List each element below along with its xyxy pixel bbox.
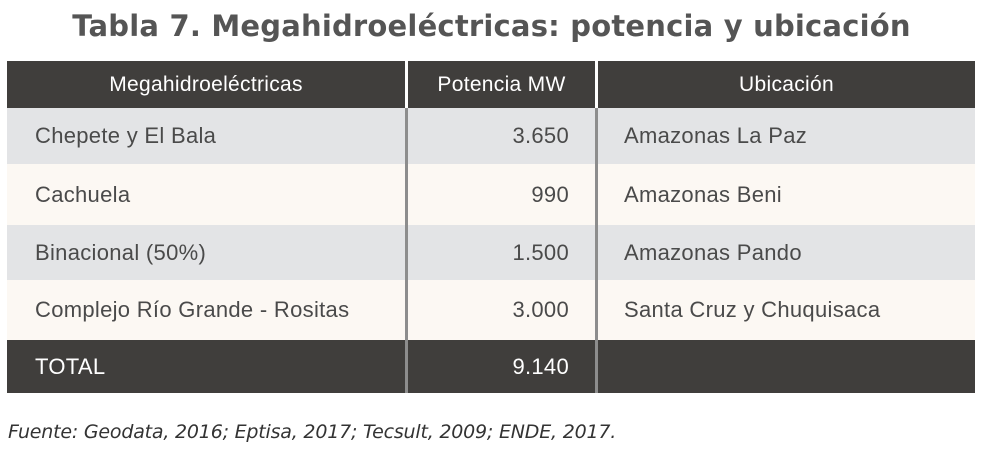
- location-cell: Amazonas La Paz: [595, 108, 975, 164]
- table-row: Complejo Río Grande - Rositas 3.000 Sant…: [7, 280, 975, 340]
- table-row: Cachuela 990 Amazonas Beni: [7, 164, 975, 225]
- table-total-row: TOTAL 9.140: [7, 340, 975, 393]
- column-header-potencia: Potencia MW: [405, 61, 595, 108]
- total-power-cell: 9.140: [405, 340, 595, 393]
- table-header-row: Megahidroeléctricas Potencia MW Ubicació…: [7, 61, 975, 108]
- plant-name-cell: Chepete y El Bala: [35, 123, 217, 148]
- total-label: TOTAL: [35, 353, 106, 379]
- column-header-ubicacion: Ubicación: [595, 61, 975, 108]
- plant-name-cell: Complejo Río Grande - Rositas: [35, 297, 350, 322]
- power-cell: 3.650: [405, 108, 595, 164]
- power-cell: 990: [405, 164, 595, 225]
- data-table: Megahidroeléctricas Potencia MW Ubicació…: [7, 61, 975, 393]
- table-title: Tabla 7. Megahidroeléctricas: potencia y…: [72, 9, 911, 43]
- table-row: Chepete y El Bala 3.650 Amazonas La Paz: [7, 108, 975, 164]
- table-row: Binacional (50%) 1.500 Amazonas Pando: [7, 225, 975, 280]
- location-cell: Santa Cruz y Chuquisaca: [595, 280, 975, 340]
- source-note: Fuente: Geodata, 2016; Eptisa, 2017; Tec…: [8, 421, 617, 443]
- plant-name-cell: Binacional (50%): [35, 239, 207, 265]
- column-header-megahidroelectricas: Megahidroeléctricas: [109, 72, 303, 96]
- power-cell: 3.000: [405, 280, 595, 340]
- plant-name-cell: Cachuela: [35, 181, 131, 207]
- total-location-cell: [595, 340, 975, 393]
- location-cell: Amazonas Pando: [595, 225, 975, 280]
- location-cell: Amazonas Beni: [595, 164, 975, 225]
- power-cell: 1.500: [405, 225, 595, 280]
